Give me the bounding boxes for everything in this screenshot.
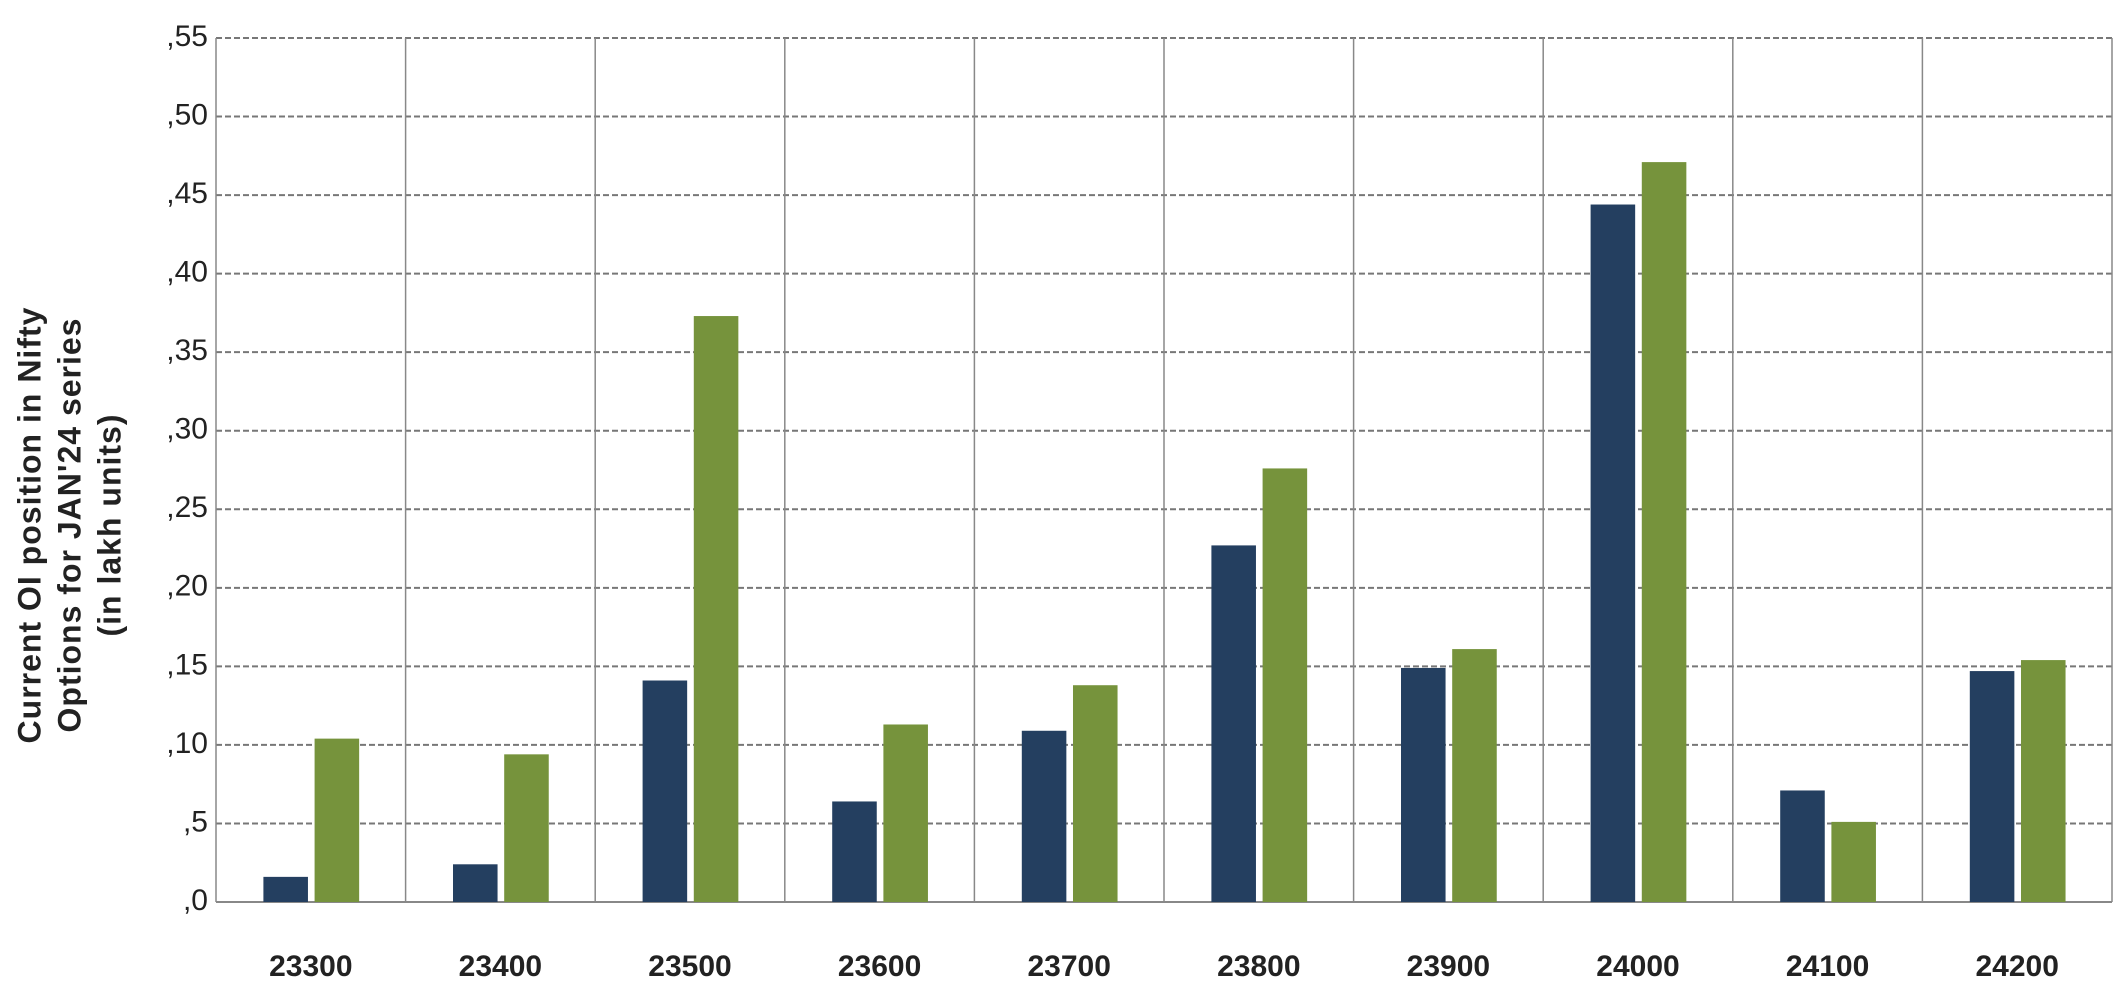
bar xyxy=(1262,468,1308,902)
bar xyxy=(1401,667,1446,902)
x-tick-label: 23600 xyxy=(838,950,921,983)
y-tick-label: ,45 xyxy=(166,177,208,210)
bar xyxy=(883,724,928,902)
y-tick-label: ,35 xyxy=(166,334,208,367)
x-tick-label: 24100 xyxy=(1786,950,1869,983)
y-axis-title: Current OI position in Nifty xyxy=(11,307,47,744)
bar xyxy=(1021,730,1067,902)
y-tick-label: ,55 xyxy=(166,20,208,53)
bar xyxy=(1641,162,1687,903)
bar xyxy=(504,754,549,902)
bar xyxy=(1590,204,1636,902)
y-tick-label: ,25 xyxy=(166,491,208,524)
bar xyxy=(314,738,360,902)
y-tick-label: ,5 xyxy=(183,805,208,838)
bar xyxy=(453,864,498,902)
y-tick-label: ,0 xyxy=(183,884,208,917)
x-tick-label: 23500 xyxy=(648,950,731,983)
x-tick-label: 23700 xyxy=(1027,950,1110,983)
y-tick-label: ,30 xyxy=(166,413,208,446)
bar xyxy=(1211,545,1256,902)
bar xyxy=(693,316,739,902)
x-tick-label: 23300 xyxy=(269,950,352,983)
x-tick-label: 24200 xyxy=(1975,950,2058,983)
y-axis-title: (in lakh units) xyxy=(91,414,127,637)
y-tick-label: ,10 xyxy=(166,727,208,760)
y-tick-label: ,50 xyxy=(166,98,208,131)
bar xyxy=(1831,821,1876,902)
bar xyxy=(1780,790,1825,902)
x-tick-label: 23900 xyxy=(1407,950,1490,983)
y-tick-label: ,40 xyxy=(166,256,208,289)
x-tick-label: 24000 xyxy=(1596,950,1679,983)
bar xyxy=(1452,649,1497,902)
bar xyxy=(263,876,308,902)
bar xyxy=(1969,671,2015,902)
bar xyxy=(642,680,688,902)
bar xyxy=(832,801,877,902)
y-tick-label: ,20 xyxy=(166,570,208,603)
y-axis-title: Options for JAN'24 series xyxy=(51,318,87,733)
bar xyxy=(1072,685,1118,902)
x-tick-label: 23400 xyxy=(459,950,542,983)
x-tick-label: 23800 xyxy=(1217,950,1300,983)
bar xyxy=(2020,660,2066,902)
y-tick-label: ,15 xyxy=(166,648,208,681)
